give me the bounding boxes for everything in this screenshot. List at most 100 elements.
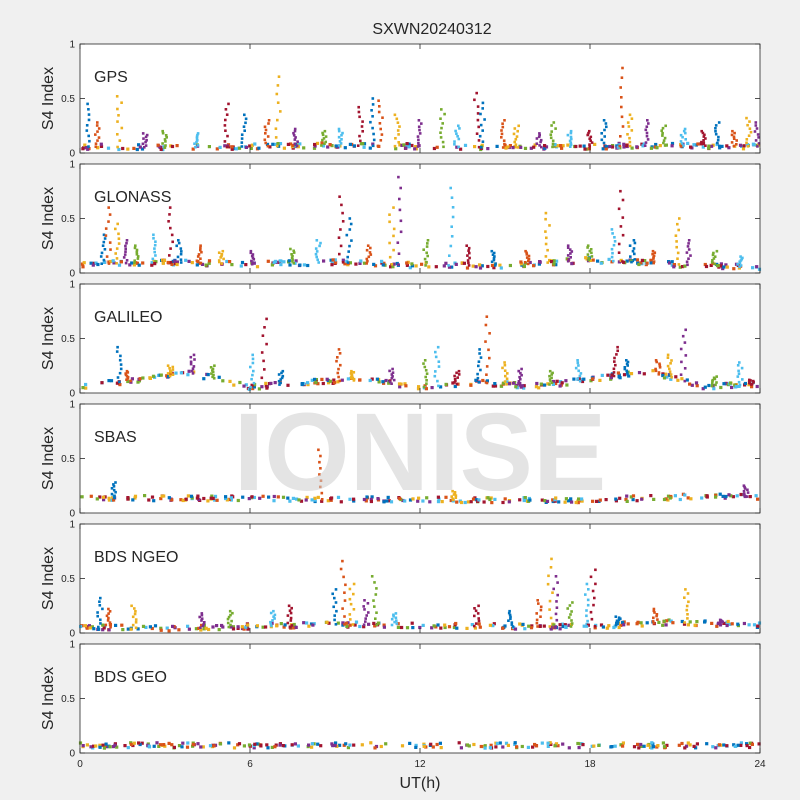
data-point <box>554 263 558 267</box>
data-point <box>165 136 168 139</box>
data-point <box>171 624 175 628</box>
data-point <box>116 120 119 123</box>
data-point <box>204 626 208 630</box>
data-point <box>515 135 519 138</box>
data-point <box>731 495 735 499</box>
data-point <box>746 488 749 492</box>
data-point <box>611 251 614 255</box>
y-tick-label: 0 <box>69 509 75 520</box>
data-point <box>745 141 748 145</box>
data-point <box>586 246 589 249</box>
data-point <box>519 260 523 264</box>
data-point <box>179 371 183 375</box>
data-point <box>650 741 654 745</box>
data-point <box>358 115 361 119</box>
data-point <box>361 142 365 146</box>
data-point <box>260 385 264 389</box>
data-point <box>585 147 589 151</box>
data-point <box>417 119 421 122</box>
data-point <box>505 377 509 381</box>
data-point <box>439 626 443 630</box>
data-point <box>274 136 278 139</box>
data-point <box>107 612 110 615</box>
data-point <box>683 127 687 131</box>
data-point <box>738 143 743 147</box>
data-point <box>270 624 273 628</box>
data-point <box>525 253 529 256</box>
data-point <box>162 743 166 747</box>
data-point <box>621 620 625 624</box>
data-point <box>669 362 672 365</box>
data-point <box>341 211 344 215</box>
data-point <box>272 499 276 503</box>
data-point <box>129 742 133 746</box>
data-point <box>374 617 377 620</box>
data-point <box>564 379 568 383</box>
data-point <box>717 121 721 124</box>
data-point <box>584 593 587 596</box>
data-point <box>440 126 443 130</box>
data-point <box>310 498 314 502</box>
data-point <box>397 263 400 266</box>
data-point <box>380 259 384 263</box>
data-point <box>166 260 170 265</box>
data-point <box>587 258 590 262</box>
data-point <box>330 742 334 746</box>
data-point <box>223 124 227 127</box>
data-point <box>518 375 521 379</box>
data-point <box>613 240 617 243</box>
data-point <box>715 375 718 378</box>
data-point <box>371 126 374 130</box>
data-point <box>662 139 666 142</box>
data-point <box>557 500 561 504</box>
data-point <box>443 625 447 630</box>
data-point <box>714 746 718 750</box>
data-point <box>649 261 653 265</box>
data-point <box>549 379 552 383</box>
data-point <box>345 233 349 237</box>
data-point <box>662 619 666 623</box>
data-point <box>131 623 135 627</box>
data-point <box>242 384 246 388</box>
data-point <box>719 385 723 390</box>
data-point <box>616 145 620 149</box>
data-point <box>107 260 111 264</box>
data-point <box>540 498 544 502</box>
data-point <box>210 372 213 375</box>
data-point <box>101 607 104 611</box>
data-point <box>474 265 478 269</box>
data-point <box>185 745 190 749</box>
data-point <box>279 622 283 626</box>
data-point <box>249 146 253 150</box>
data-point <box>651 369 655 373</box>
y-tick-label: 0 <box>69 269 75 280</box>
data-point <box>278 142 283 146</box>
data-point <box>443 623 447 627</box>
data-point <box>455 500 459 504</box>
data-point <box>689 497 693 501</box>
data-point <box>546 382 550 386</box>
data-point <box>556 581 559 584</box>
data-points <box>79 557 762 633</box>
data-point <box>167 375 171 379</box>
data-point <box>117 114 120 117</box>
data-point <box>369 246 372 250</box>
data-point <box>320 377 324 381</box>
data-point <box>294 136 297 139</box>
data-point <box>548 383 551 386</box>
y-tick-label: 0 <box>69 629 75 640</box>
data-point <box>672 263 676 267</box>
data-point <box>478 352 481 355</box>
data-point <box>337 236 341 239</box>
data-point <box>252 495 256 500</box>
data-point <box>730 622 734 626</box>
data-point <box>736 375 740 378</box>
data-point <box>654 369 658 373</box>
data-point <box>477 617 480 620</box>
data-point <box>226 134 229 138</box>
data-point <box>733 131 736 135</box>
data-point <box>437 360 441 363</box>
data-point <box>186 624 190 628</box>
data-point <box>167 496 171 500</box>
data-point <box>566 259 570 263</box>
